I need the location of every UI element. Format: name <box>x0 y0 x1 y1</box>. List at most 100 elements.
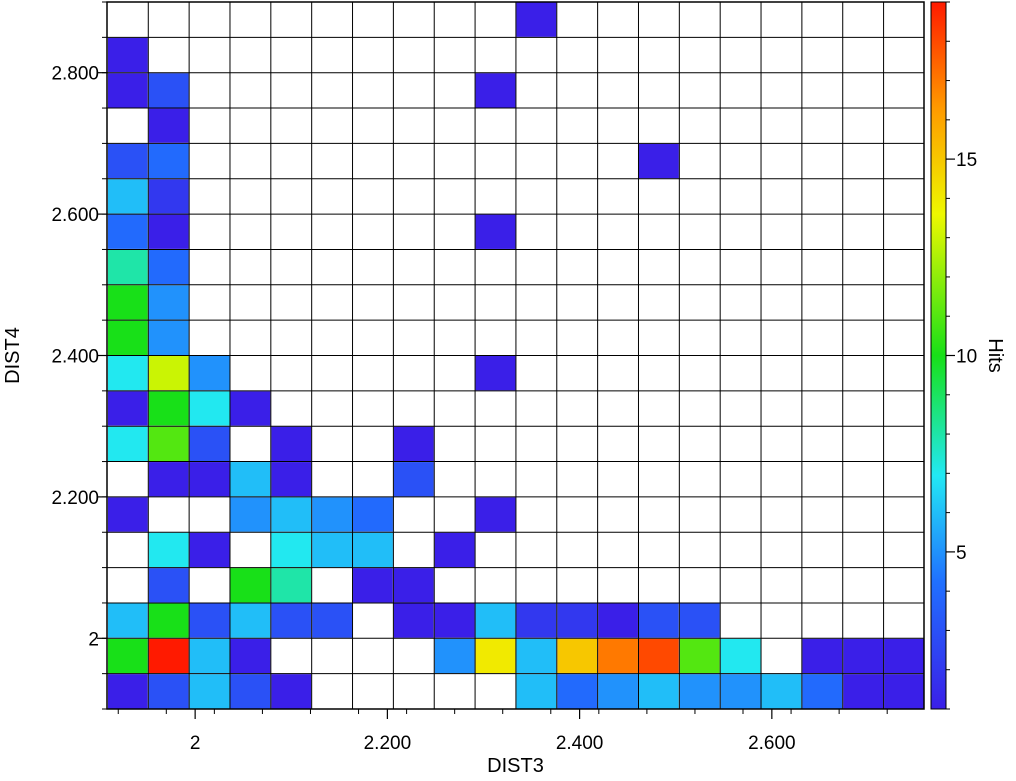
heatmap-cell <box>106 284 149 321</box>
x-tick-label: 2 <box>190 733 201 754</box>
heatmap-cell <box>188 355 231 392</box>
colorbar-label: Hits <box>984 338 1006 372</box>
heatmap-cell <box>801 673 844 710</box>
heatmap-cell <box>188 637 231 675</box>
heatmap-cell <box>106 355 149 392</box>
heatmap-cell <box>556 637 599 675</box>
heatmap-cell <box>188 425 231 463</box>
heatmap-cell <box>515 1 558 38</box>
heatmap-cell <box>188 673 231 710</box>
heatmap-cell <box>106 637 149 675</box>
heatmap-cell <box>311 531 354 569</box>
heatmap-cell <box>474 72 517 109</box>
grid-lines <box>107 2 924 709</box>
heatmap-cell <box>392 425 435 463</box>
heatmap-cell <box>106 72 149 109</box>
heatmap-cell <box>147 637 190 675</box>
heatmap-cell <box>392 567 435 604</box>
x-tick-label: 2.400 <box>556 733 604 754</box>
heatmap-cell <box>719 673 762 710</box>
heatmap-cell <box>474 602 517 639</box>
y-axis: 2 2.200 2.400 2.600 2.800 <box>51 1 107 710</box>
heatmap-cell <box>433 531 476 569</box>
heatmap-cell <box>147 602 190 639</box>
colorbar-tick-label: 5 <box>956 543 967 564</box>
heatmap-cell <box>270 602 313 639</box>
heatmap-cell <box>556 673 599 710</box>
heatmap-cell <box>311 602 354 639</box>
heatmap-cell <box>474 355 517 392</box>
heatmap-cell <box>188 602 231 639</box>
heatmap-cell <box>106 142 149 180</box>
heatmap-cell <box>637 637 680 675</box>
heatmap-cell <box>474 213 517 250</box>
heatmap-cell <box>556 602 599 639</box>
heatmap-cell <box>678 673 721 710</box>
heatmap-cell <box>147 178 190 215</box>
heatmap-cell <box>229 567 272 604</box>
heatmap-cell <box>678 637 721 675</box>
y-tick-label: 2.200 <box>51 488 99 509</box>
heatmap-cell <box>147 567 190 604</box>
heatmap-cell <box>719 637 762 675</box>
heatmap-cell <box>147 319 190 356</box>
y-tick-label: 2.800 <box>51 64 99 85</box>
heatmap-cell <box>229 602 272 639</box>
heatmap-cell <box>352 496 394 533</box>
heatmap-cell <box>474 496 517 533</box>
heatmap-cell <box>229 496 272 533</box>
heatmap-cell <box>106 673 149 710</box>
heatmap-cell <box>188 461 231 498</box>
heatmap-cell <box>147 72 190 109</box>
heatmap-cell <box>352 567 394 604</box>
heatmap-cell <box>474 637 517 675</box>
heatmap-cell <box>515 637 558 675</box>
heatmap-cell <box>637 602 680 639</box>
heatmap-cell <box>270 673 313 710</box>
colorbar-tick-label: 10 <box>956 347 977 368</box>
heatmap-cell <box>147 531 190 569</box>
heatmap-cell <box>188 390 231 427</box>
heatmap-cell <box>678 602 721 639</box>
heatmap-cell <box>392 602 435 639</box>
heatmap-cell <box>270 567 313 604</box>
heatmap-cell <box>147 213 190 250</box>
heatmap-cell <box>188 531 231 569</box>
heatmap-cell <box>147 107 190 144</box>
heatmap-cell <box>147 673 190 710</box>
heatmap-cell <box>229 461 272 498</box>
heatmap-cell <box>270 531 313 569</box>
heatmap-cell <box>433 637 476 675</box>
x-axis: 2 2.200 2.400 2.600 <box>117 709 888 754</box>
heatmap-cell <box>106 319 149 356</box>
heatmap-cell <box>229 637 272 675</box>
heatmap-cell <box>801 637 844 675</box>
heatmap-cell <box>106 496 149 533</box>
heatmap-cell <box>597 637 639 675</box>
heatmap-cell <box>842 673 885 710</box>
heatmap-cell <box>433 602 476 639</box>
heatmap-cell <box>760 673 803 710</box>
heatmap-cell <box>106 425 149 463</box>
heatmap-cell <box>270 461 313 498</box>
x-tick-label: 2.200 <box>364 733 412 754</box>
heatmap-cell <box>597 673 639 710</box>
heatmap-cell <box>106 213 149 250</box>
colorbar-axis: 5 10 15 <box>946 1 977 710</box>
colorbar <box>930 1 947 710</box>
x-axis-label: DIST3 <box>487 755 544 777</box>
heatmap-cell <box>147 390 190 427</box>
x-tick-label: 2.600 <box>748 733 796 754</box>
heatmap-cell <box>311 496 354 533</box>
heatmap-cell <box>270 425 313 463</box>
heatmap-cell <box>392 461 435 498</box>
heatmap-cell <box>147 425 190 463</box>
y-tick-label: 2 <box>88 629 99 650</box>
heatmap-cell <box>106 390 149 427</box>
heatmap-cell <box>106 248 149 286</box>
heatmap-cell <box>270 496 313 533</box>
heatmap-cell <box>352 531 394 569</box>
heatmap-cell <box>515 673 558 710</box>
y-axis-label: DIST4 <box>2 327 24 384</box>
